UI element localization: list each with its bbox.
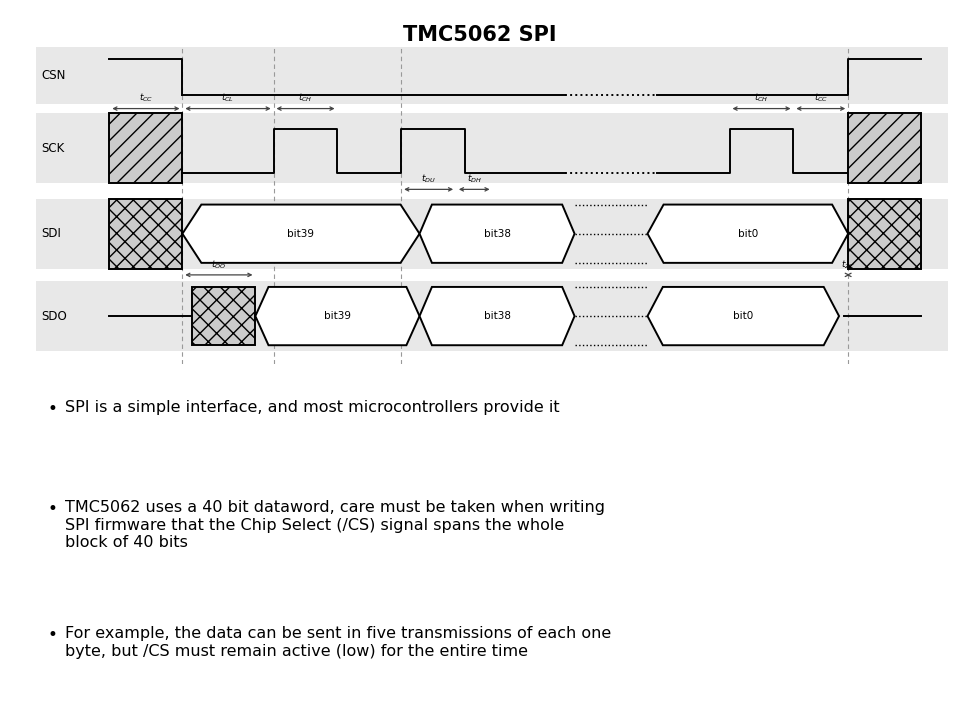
Bar bbox=[36, 199, 948, 269]
Text: TMC5062 uses a 40 bit dataword, care must be taken when writing
SPI firmware tha: TMC5062 uses a 40 bit dataword, care mus… bbox=[65, 500, 605, 550]
Text: SDO: SDO bbox=[41, 310, 67, 323]
Text: bit38: bit38 bbox=[484, 311, 511, 321]
Text: •: • bbox=[48, 500, 58, 518]
Text: $t_{DU}$: $t_{DU}$ bbox=[421, 173, 436, 185]
Text: SCK: SCK bbox=[41, 142, 64, 155]
Text: $t_{CH}$: $t_{CH}$ bbox=[755, 92, 769, 104]
Text: bit0: bit0 bbox=[733, 311, 754, 321]
Text: TMC5062 SPI: TMC5062 SPI bbox=[403, 25, 557, 45]
Text: •: • bbox=[48, 400, 58, 418]
Polygon shape bbox=[182, 204, 420, 263]
Text: SDI: SDI bbox=[41, 228, 60, 240]
Text: $t_{OO}$: $t_{OO}$ bbox=[211, 258, 227, 271]
Polygon shape bbox=[648, 204, 849, 263]
Polygon shape bbox=[255, 287, 420, 345]
Bar bbox=[192, 287, 255, 345]
Bar bbox=[36, 47, 948, 104]
Text: $t_{DH}$: $t_{DH}$ bbox=[467, 173, 482, 185]
Text: SPI is a simple interface, and most microcontrollers provide it: SPI is a simple interface, and most micr… bbox=[65, 400, 560, 415]
Bar bbox=[109, 199, 182, 269]
Bar bbox=[36, 282, 948, 351]
Bar bbox=[36, 113, 948, 183]
Text: bit38: bit38 bbox=[484, 229, 511, 239]
Text: bit39: bit39 bbox=[287, 229, 315, 239]
Text: $t_{CC}$: $t_{CC}$ bbox=[814, 92, 828, 104]
Text: •: • bbox=[48, 626, 58, 644]
Polygon shape bbox=[420, 287, 574, 345]
Bar bbox=[849, 113, 922, 183]
Text: For example, the data can be sent in five transmissions of each one
byte, but /C: For example, the data can be sent in fiv… bbox=[65, 626, 612, 659]
Text: $t_{CH}$: $t_{CH}$ bbox=[299, 92, 313, 104]
Text: $t_{CC}$: $t_{CC}$ bbox=[139, 92, 153, 104]
Text: $t_{CL}$: $t_{CL}$ bbox=[222, 92, 234, 104]
Text: bit39: bit39 bbox=[324, 311, 351, 321]
Text: CSN: CSN bbox=[41, 69, 65, 82]
Text: $t_{ZC}$: $t_{ZC}$ bbox=[841, 258, 855, 271]
Bar bbox=[849, 199, 922, 269]
Bar bbox=[109, 113, 182, 183]
Text: bit0: bit0 bbox=[737, 229, 758, 239]
Polygon shape bbox=[420, 204, 574, 263]
Polygon shape bbox=[648, 287, 839, 345]
